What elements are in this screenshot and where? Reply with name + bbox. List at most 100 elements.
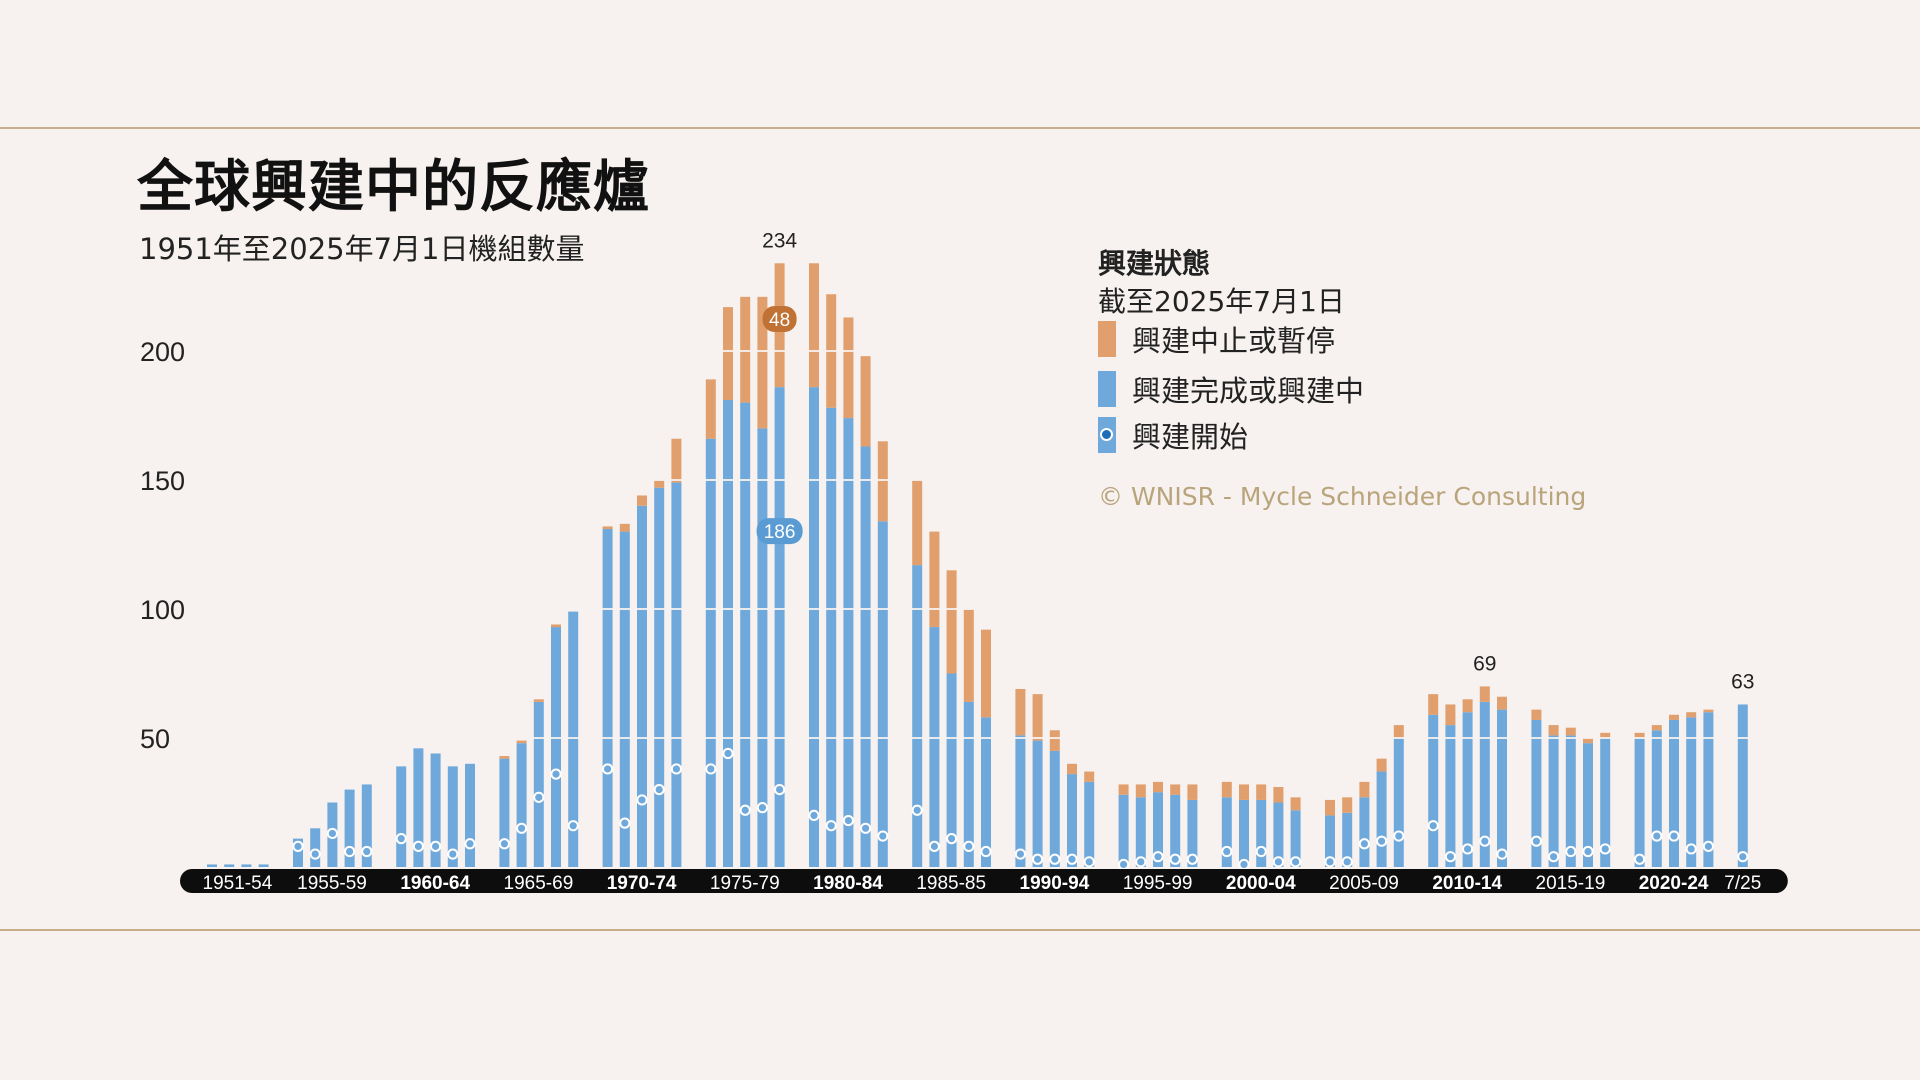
bar-built-1998 <box>1170 794 1181 867</box>
x-period-label-11: 2005-09 <box>1329 873 1399 894</box>
start-dot-1983 <box>860 822 872 834</box>
built-swatch <box>1098 371 1116 407</box>
bar-built-2013 <box>1479 701 1490 867</box>
bar-built-1970 <box>602 529 613 867</box>
bar-suspended-1965 <box>499 756 510 759</box>
y-tick-label-150: 150 <box>140 466 185 496</box>
bar-suspended-1966 <box>516 740 527 744</box>
start-dot-2011 <box>1444 851 1457 863</box>
bar-suspended-1996 <box>1135 784 1146 798</box>
bar-suspended-2004 <box>1290 797 1301 811</box>
suspended-swatch <box>1098 321 1116 357</box>
start-dot-2019 <box>1599 843 1611 855</box>
bottom-rule <box>0 929 1920 931</box>
start-dot-1996 <box>1135 856 1147 868</box>
start-dot-1994 <box>1083 856 1095 868</box>
start-dot-1955 <box>292 840 304 852</box>
bar-suspended-2000 <box>1221 781 1232 798</box>
bar-built-1983 <box>860 446 871 867</box>
start-dot-1997 <box>1152 851 1164 863</box>
start-dot-1971 <box>619 817 631 829</box>
bar-suspended-1997 <box>1153 781 1163 793</box>
bar-built-2007 <box>1359 797 1370 867</box>
start-dot-1974 <box>670 763 683 775</box>
bar-built-1994 <box>1084 781 1095 867</box>
bar-suspended-2013 <box>1479 686 1490 702</box>
bar-built-1962 <box>430 753 441 867</box>
bar-built-2019 <box>1600 738 1611 867</box>
bar-suspended-1989 <box>981 629 991 718</box>
bar-suspended-1980 <box>809 263 819 388</box>
bar-built-1995 <box>1118 794 1129 867</box>
bar-built-2015 <box>1531 719 1542 867</box>
x-axis-band <box>180 869 1788 893</box>
bar-built-2020 <box>1634 738 1645 867</box>
bar-suspended-2011 <box>1445 704 1456 726</box>
bar-built-2010 <box>1428 714 1439 867</box>
bar-suspended-2001 <box>1239 784 1249 800</box>
bar-suspended-2023 <box>1686 712 1697 718</box>
bar-suspended-2024 <box>1703 709 1714 713</box>
built-badge-1979 <box>756 518 803 545</box>
bar-built-2018 <box>1583 743 1593 867</box>
bar-built-1964 <box>465 763 475 867</box>
bar-built-1988 <box>963 701 974 867</box>
start-dot-2017 <box>1565 845 1577 858</box>
bar-built-2014 <box>1497 709 1507 867</box>
start-dot-2024 <box>1702 840 1715 852</box>
start-dot-1957 <box>326 827 338 840</box>
start-dot-1992 <box>1049 853 1061 865</box>
bar-suspended-2009 <box>1393 725 1404 738</box>
bar-suspended-1978 <box>757 296 768 429</box>
start-dot-2001 <box>1238 858 1250 871</box>
start-dot-1977 <box>739 804 751 816</box>
bar-built-2003 <box>1273 802 1284 867</box>
bar-built-2025 <box>1737 704 1748 867</box>
start-dot-2012 <box>1462 843 1474 855</box>
bar-suspended-1977 <box>740 296 751 403</box>
bar-suspended-2021 <box>1651 725 1662 731</box>
bar-built-2000 <box>1221 797 1232 867</box>
bar-built-1978 <box>757 428 768 867</box>
bar-suspended-1968 <box>551 624 561 628</box>
bar-suspended-2019 <box>1600 732 1611 738</box>
bar-built-1992 <box>1049 750 1060 867</box>
bar-built-2002 <box>1256 799 1267 867</box>
bar-built-1986 <box>929 627 940 867</box>
bar-built-1959 <box>361 784 372 867</box>
bar-built-2016 <box>1548 735 1559 867</box>
bar-built-1967 <box>533 701 544 867</box>
bar-built-1971 <box>619 531 630 867</box>
start-dot-1958 <box>344 845 356 858</box>
bar-built-1999 <box>1187 799 1198 867</box>
bar-built-1958 <box>344 789 355 867</box>
start-dot-1976 <box>722 747 734 760</box>
y-tick-label-100: 100 <box>140 595 185 625</box>
bar-suspended-2005 <box>1325 799 1335 816</box>
bar-suspended-1970 <box>602 526 613 530</box>
start-dot-1999 <box>1186 853 1199 865</box>
bar-built-1982 <box>843 418 854 867</box>
x-period-label-4: 1970-74 <box>607 873 677 894</box>
bar-built-2006 <box>1342 812 1353 867</box>
bar-suspended-1999 <box>1187 784 1198 800</box>
bar-built-1975 <box>705 438 716 867</box>
bar-built-1965 <box>499 758 510 867</box>
start-dot-1961 <box>412 840 424 852</box>
bar-built-1997 <box>1153 792 1163 867</box>
start-dot-1962 <box>430 840 442 852</box>
legend-item-built: 興建完成或興建中 <box>1098 370 1364 408</box>
bar-built-1977 <box>740 402 751 867</box>
suspended-label-1979: 48 <box>769 310 790 331</box>
bar-suspended-1994 <box>1084 771 1095 782</box>
x-period-label-13: 2015-19 <box>1536 873 1606 894</box>
x-period-label-3: 1965-69 <box>504 873 574 894</box>
start-dot-1973 <box>653 784 665 796</box>
start-dot-2002 <box>1255 845 1267 858</box>
bar-suspended-1982 <box>843 317 854 419</box>
bar-suspended-1992 <box>1049 730 1060 751</box>
bar-suspended-1988 <box>963 609 974 702</box>
start-dot-2021 <box>1651 830 1663 842</box>
bar-suspended-1976 <box>723 307 733 401</box>
